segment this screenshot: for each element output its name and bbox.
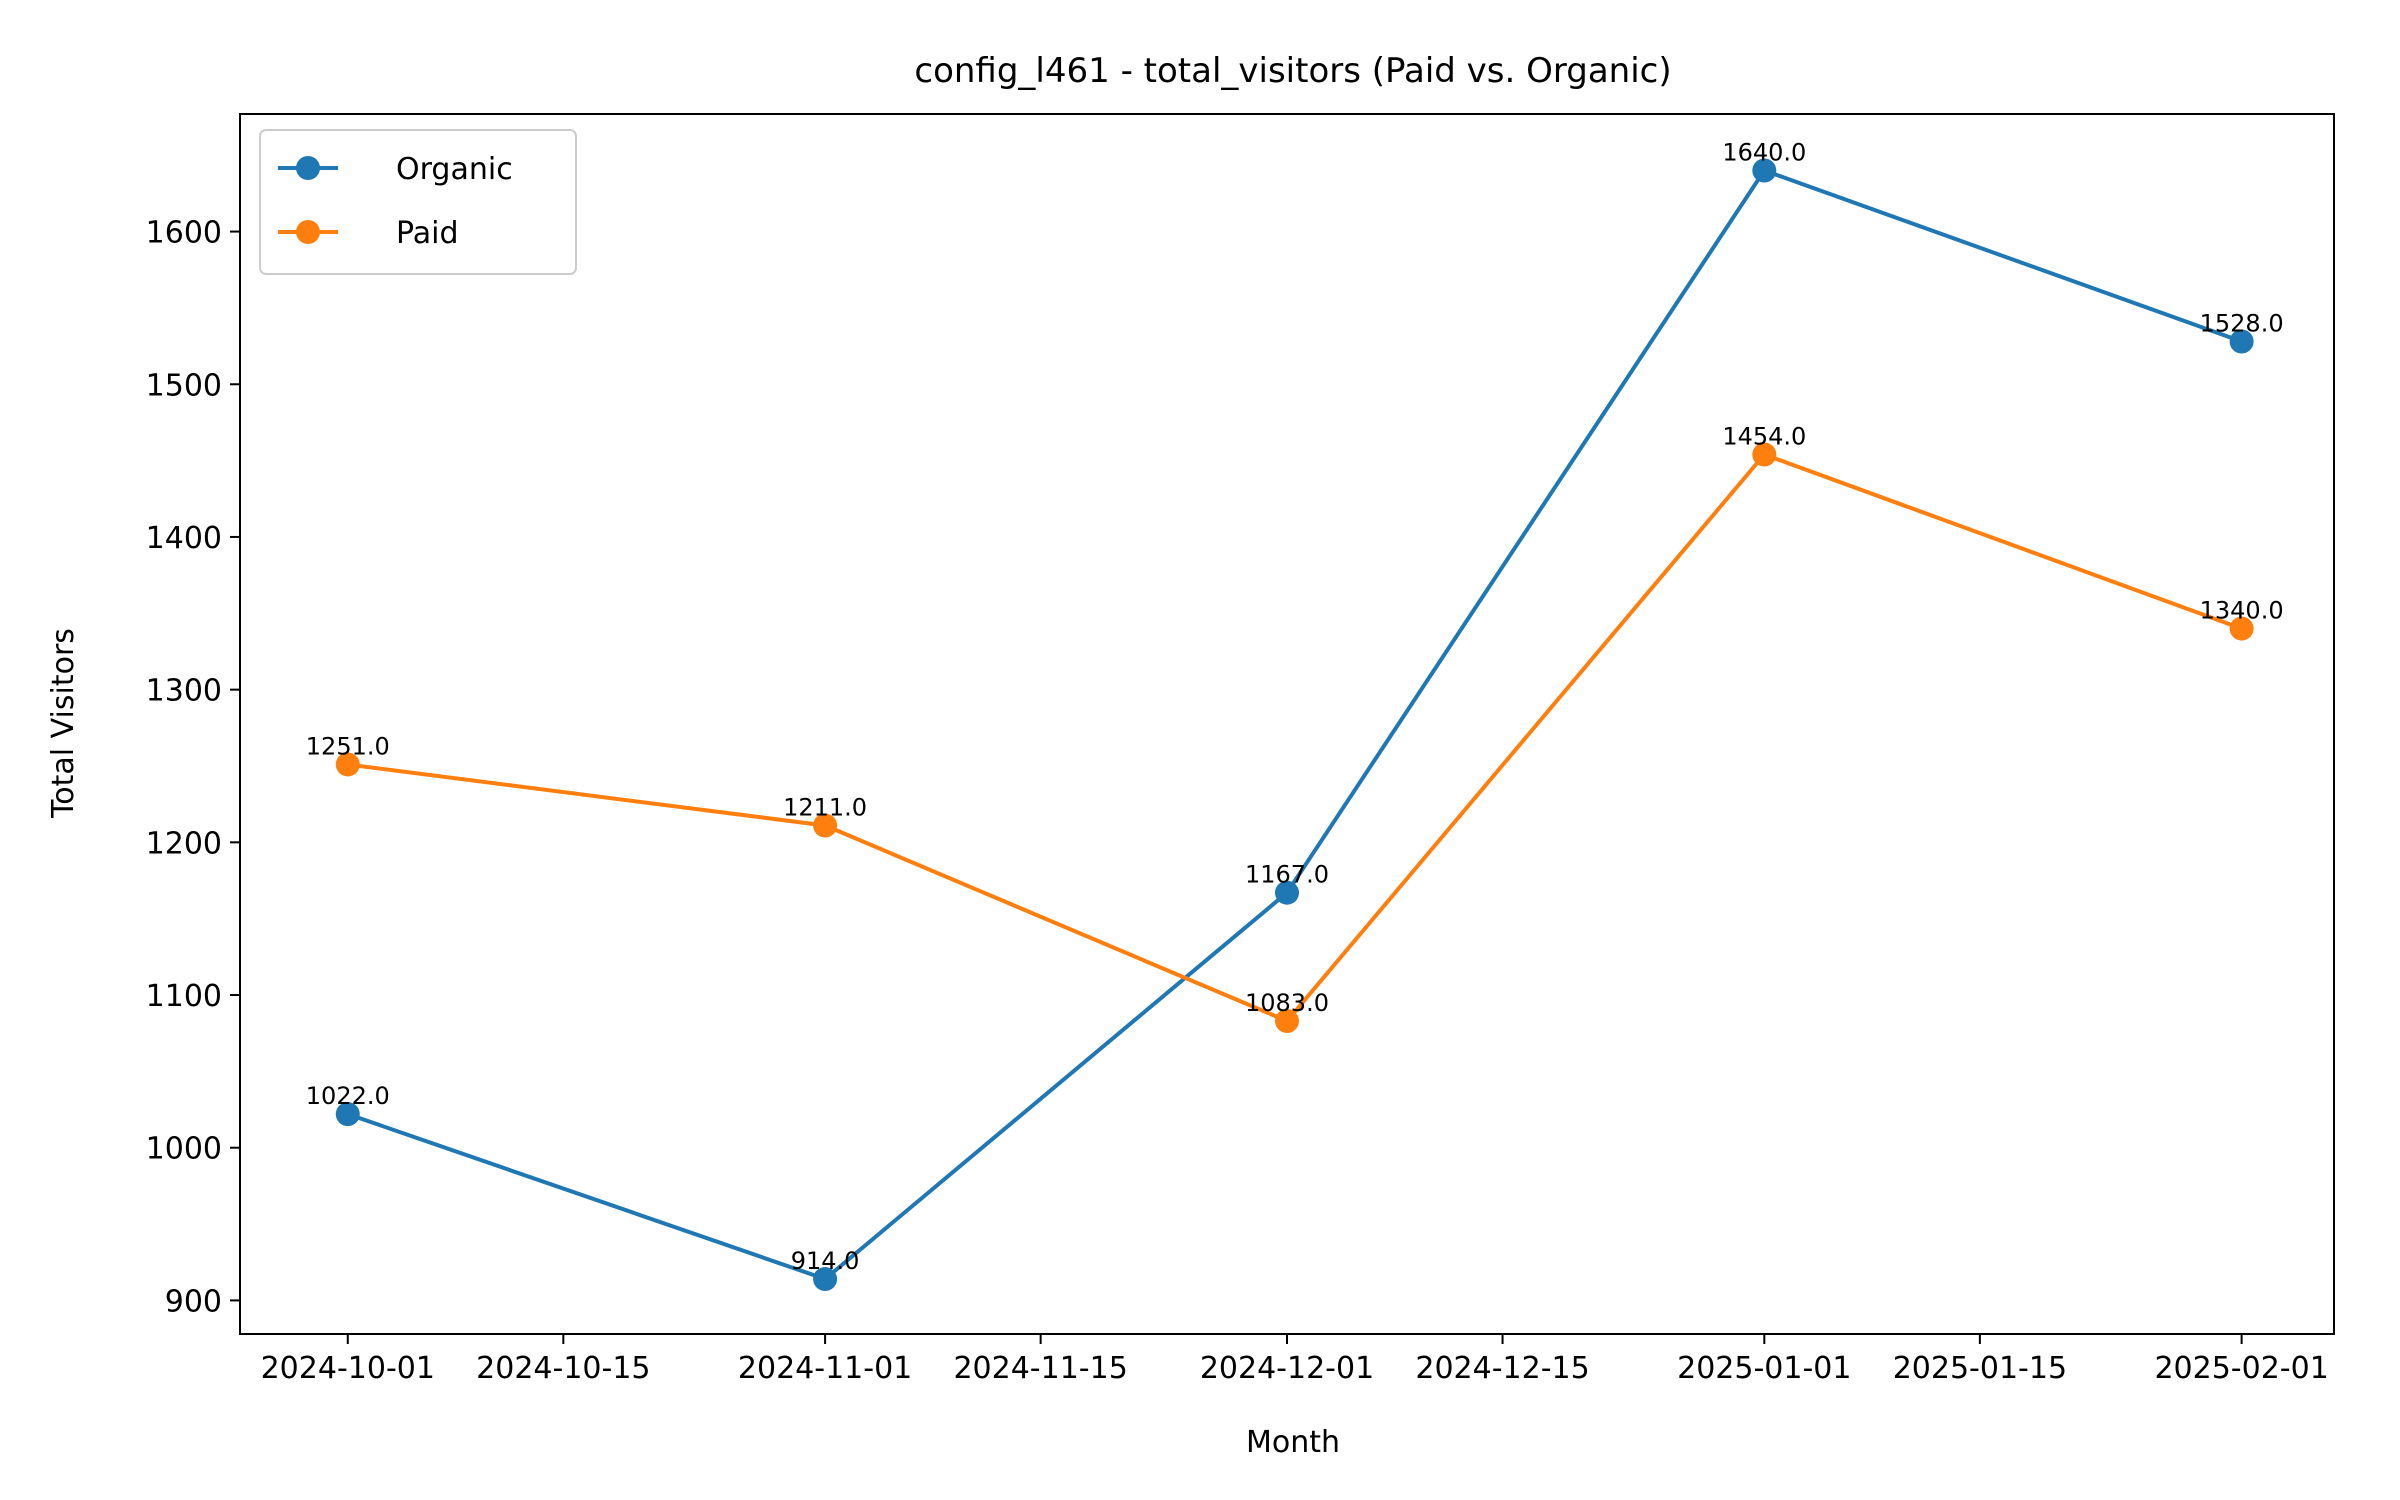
x-tick-label: 2025-01-01 bbox=[1677, 1351, 1851, 1386]
data-point-organic bbox=[2229, 329, 2254, 354]
y-tick-label: 1300 bbox=[146, 674, 222, 709]
data-label-organic: 1640.0 bbox=[1722, 138, 1806, 166]
plot-frame bbox=[239, 113, 2335, 1335]
y-tick-label: 1000 bbox=[146, 1132, 222, 1167]
x-tick-label: 2025-01-15 bbox=[1893, 1351, 2067, 1386]
legend-marker-paid bbox=[296, 220, 320, 244]
data-point-paid bbox=[2229, 616, 2254, 641]
data-point-organic bbox=[1275, 880, 1299, 905]
data-point-paid bbox=[813, 813, 838, 838]
legend: Organic Paid bbox=[259, 129, 577, 275]
x-tick-label: 2024-10-15 bbox=[476, 1351, 650, 1386]
plot-area: 2024-10-01 2024-10-15 2024-11-01 2024-11-15… bbox=[146, 113, 2335, 1386]
x-tick-label: 2025-02-01 bbox=[2154, 1351, 2328, 1386]
data-point-paid bbox=[335, 752, 360, 777]
y-tick-label: 900 bbox=[165, 1284, 222, 1319]
x-tick-label: 2024-12-01 bbox=[1200, 1351, 1374, 1386]
legend-label-paid: Paid bbox=[396, 216, 459, 251]
data-label-organic: 1167.0 bbox=[1245, 861, 1329, 889]
data-point-paid bbox=[1752, 442, 1777, 467]
data-point-paid bbox=[1275, 1008, 1299, 1033]
y-tick-label: 1200 bbox=[146, 826, 222, 861]
y-tick-label: 1100 bbox=[146, 979, 222, 1014]
x-tick-label: 2024-12-15 bbox=[1415, 1351, 1589, 1386]
x-axis-label: Month bbox=[1246, 1425, 1340, 1460]
data-label-paid: 1251.0 bbox=[306, 732, 390, 760]
data-label-paid: 1454.0 bbox=[1722, 423, 1806, 451]
x-tick-label: 2024-11-01 bbox=[738, 1351, 912, 1386]
y-tick-label: 1500 bbox=[146, 368, 222, 403]
x-tick-label: 2024-10-01 bbox=[261, 1351, 435, 1386]
series-line-paid bbox=[347, 452, 2243, 1023]
data-label-paid: 1340.0 bbox=[2200, 597, 2284, 625]
data-label-organic: 1528.0 bbox=[2200, 310, 2284, 338]
y-axis-label: Total Visitors bbox=[46, 628, 81, 819]
y-tick-label: 1400 bbox=[146, 521, 222, 556]
y-tick-label: 1600 bbox=[146, 216, 222, 251]
legend-box bbox=[259, 129, 577, 275]
data-label-organic: 914.0 bbox=[791, 1247, 860, 1275]
data-point-organic bbox=[813, 1267, 838, 1292]
x-tick-label: 2024-11-15 bbox=[953, 1351, 1127, 1386]
data-point-organic bbox=[335, 1102, 360, 1127]
legend-marker-organic bbox=[296, 156, 320, 180]
data-label-paid: 1211.0 bbox=[783, 794, 867, 822]
data-label-organic: 1022.0 bbox=[306, 1082, 390, 1110]
legend-label-organic: Organic bbox=[396, 152, 513, 187]
chart-title: config_l461 - total_visitors (Paid vs. O… bbox=[914, 51, 1671, 91]
data-label-paid: 1083.0 bbox=[1245, 989, 1329, 1017]
data-point-organic bbox=[1752, 158, 1777, 183]
series-line-organic bbox=[347, 168, 2243, 1281]
